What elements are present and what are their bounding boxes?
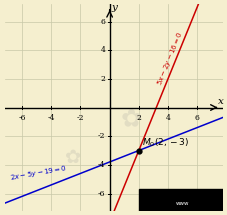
Text: 4: 4 [100, 46, 105, 54]
Text: 4: 4 [165, 114, 170, 122]
Text: 2: 2 [100, 75, 105, 83]
Text: -6: -6 [97, 189, 105, 198]
Text: $2x-5y-19=0$: $2x-5y-19=0$ [9, 163, 68, 183]
Text: 2: 2 [136, 114, 141, 122]
Text: ✿: ✿ [65, 148, 81, 167]
Bar [138, 189, 222, 211]
Text: -2: -2 [97, 132, 105, 140]
Text: x: x [217, 97, 222, 106]
Text: ✿: ✿ [121, 107, 141, 131]
Text: $5x-2y-16=0$: $5x-2y-16=0$ [155, 30, 185, 87]
Text: www: www [175, 201, 188, 206]
Text: -4: -4 [47, 114, 55, 122]
Text: y: y [111, 3, 116, 12]
Text: 6: 6 [100, 17, 105, 26]
Text: 6: 6 [194, 114, 199, 122]
Text: $M_0(2,-3)$: $M_0(2,-3)$ [142, 137, 189, 149]
Text: -6: -6 [18, 114, 26, 122]
Text: -2: -2 [76, 114, 84, 122]
Text: -4: -4 [97, 161, 105, 169]
